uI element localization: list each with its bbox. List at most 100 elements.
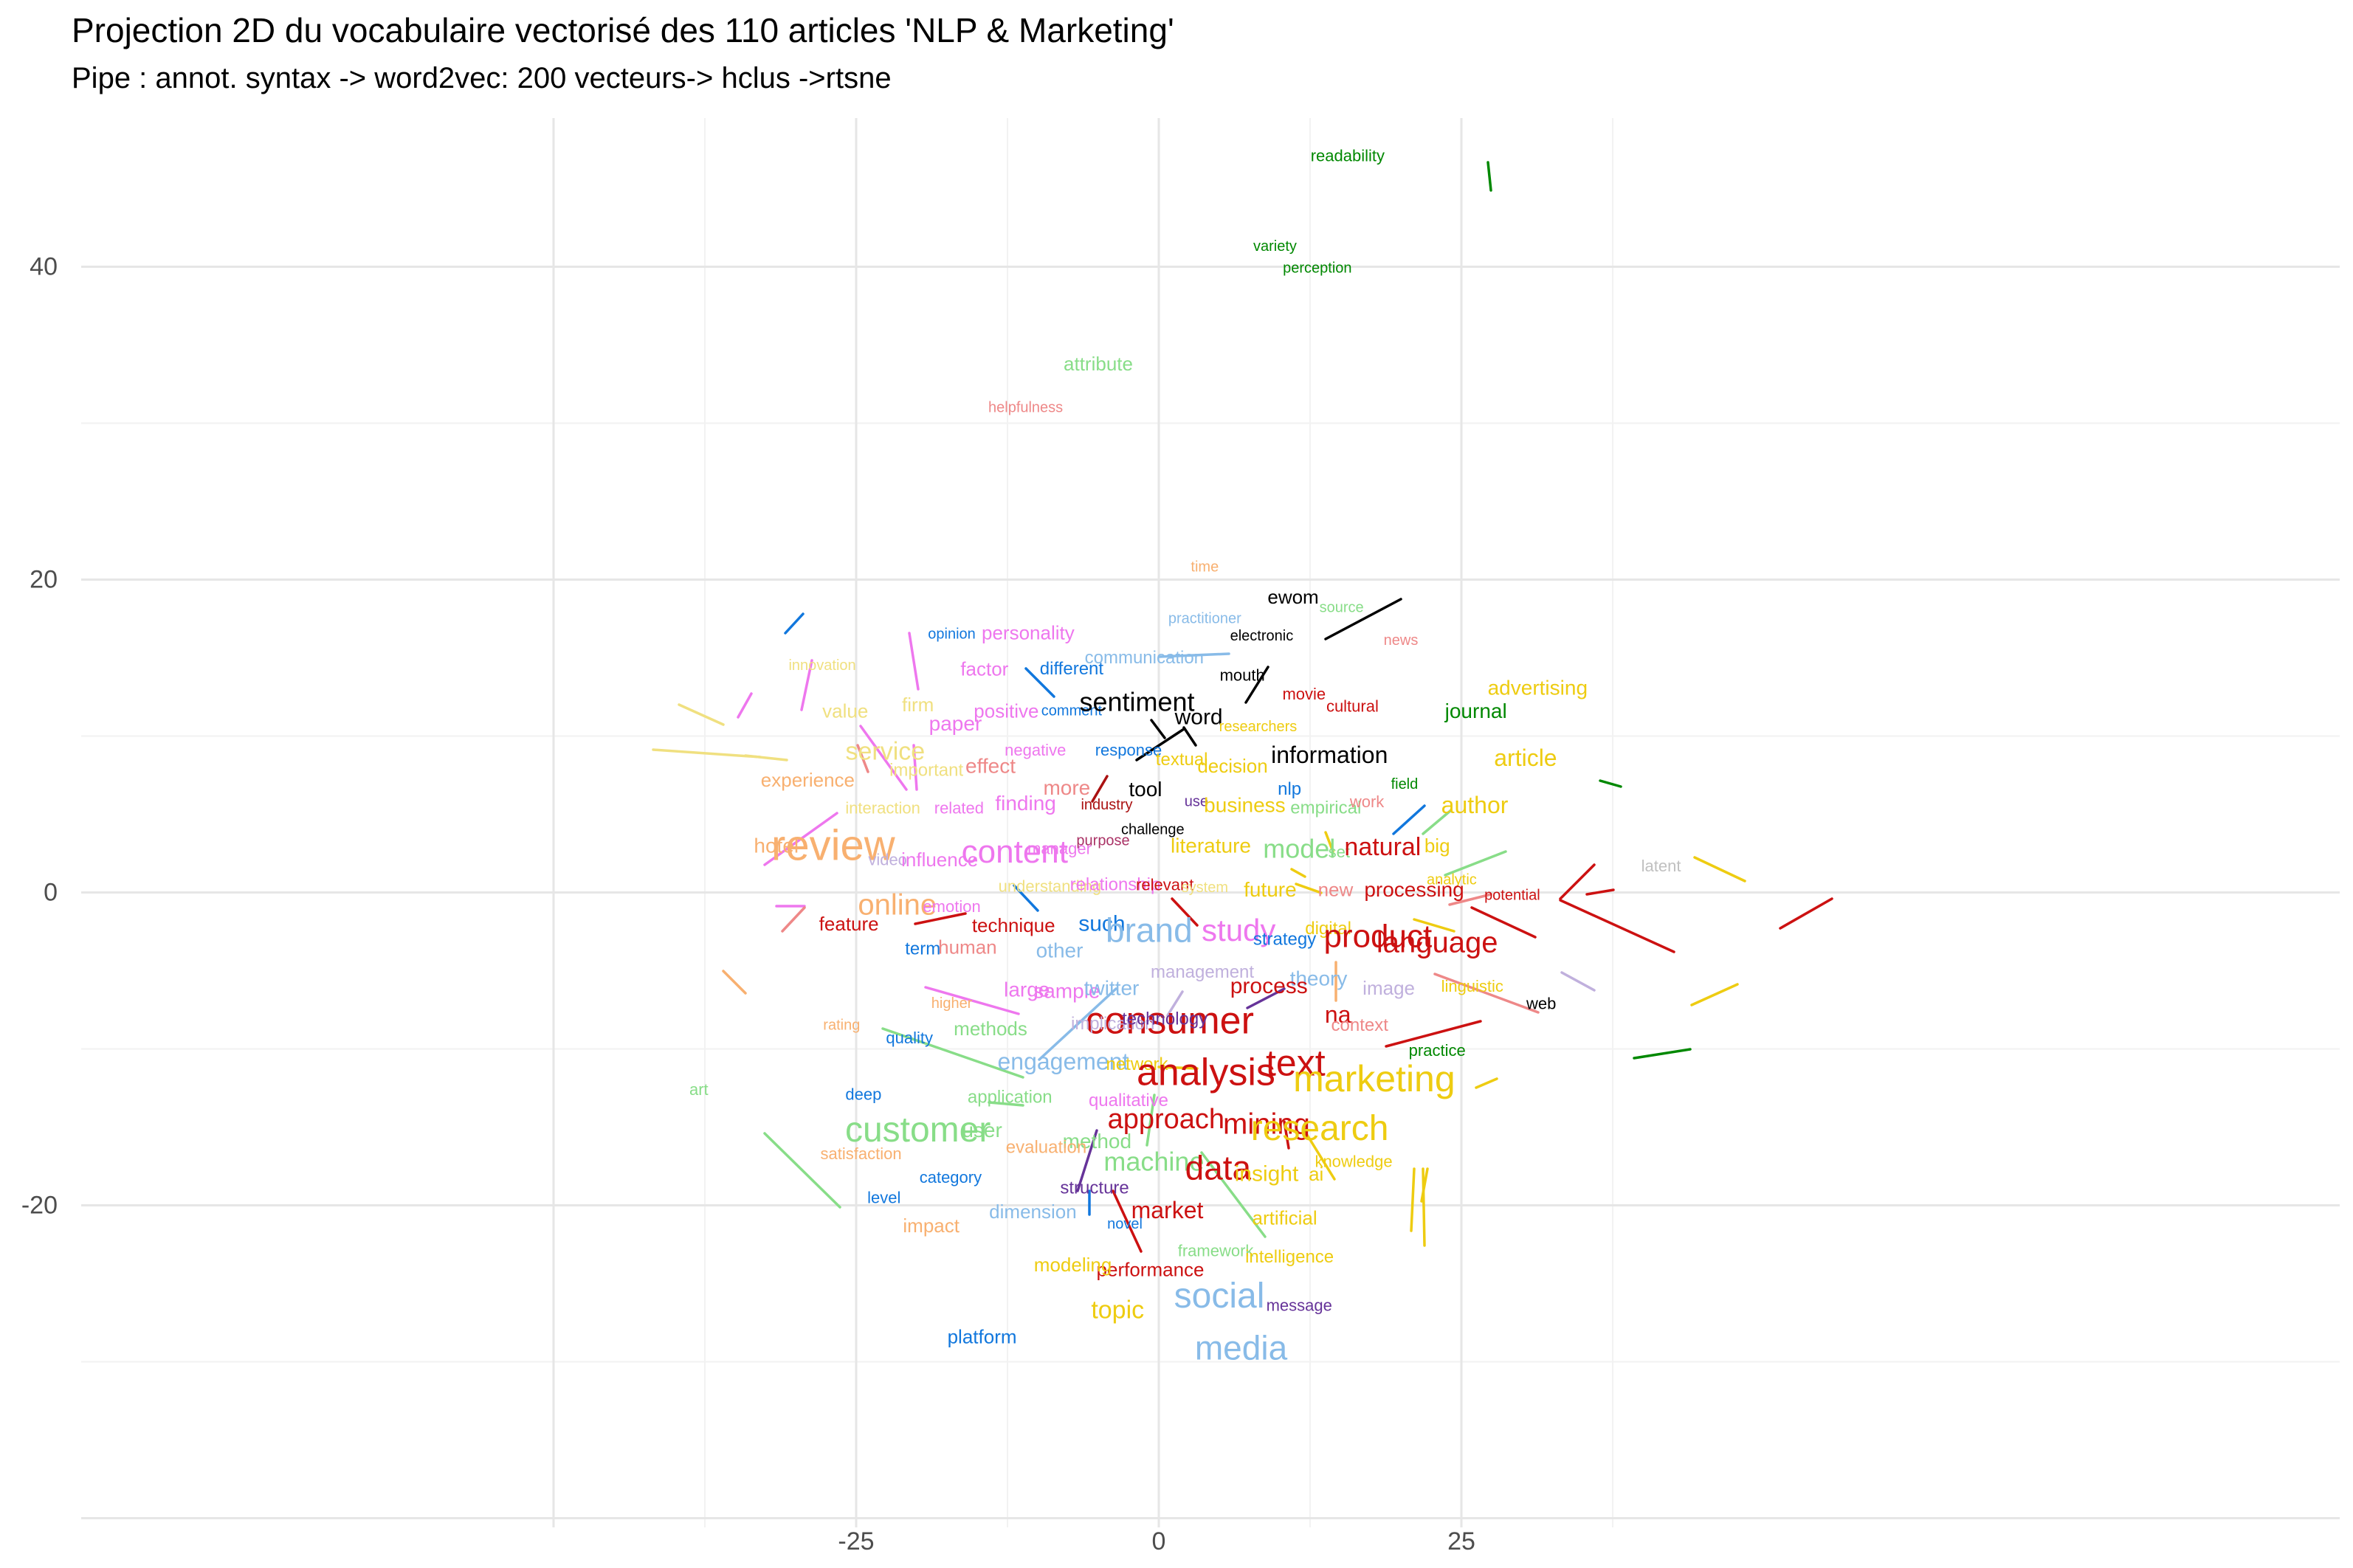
word-label-understanding: understanding [999,877,1101,896]
word-label-effect: effect [965,754,1016,777]
word-label-novel: novel [1107,1216,1143,1232]
word-label-research: research [1251,1109,1389,1148]
word-label-field: field [1391,776,1419,792]
leader-line [1448,893,1492,906]
word-label-ai: ai [1309,1163,1323,1185]
word-label-social: social [1174,1277,1265,1316]
leader-line [1013,884,1039,912]
word-label-system: system [1182,880,1228,896]
word-label-theory: theory [1290,967,1348,990]
word-label-set: set [1329,843,1350,861]
word-label-engagement: engagement [997,1048,1129,1074]
word-label-method: method [1063,1130,1131,1153]
leader-line [1420,1167,1429,1203]
word-label-future: future [1244,878,1297,901]
leader-line [881,1027,1024,1079]
word-label-level: level [867,1188,900,1206]
word-label-cultural: cultural [1326,697,1379,716]
y-tick-label: 0 [44,879,58,907]
word-label-process: process [1230,974,1308,998]
word-label-more: more [1043,776,1090,799]
word-label-twitter: twitter [1084,976,1140,999]
word-label-value: value [822,700,868,722]
word-label-relevant: relevant [1136,875,1193,894]
word-label-industry: industry [1081,797,1132,813]
leader-line [1599,779,1622,788]
leader-line [737,692,753,719]
word-label-technique: technique [972,914,1055,936]
leader-line [1475,1077,1498,1089]
word-label-feature: feature [819,913,879,935]
leader-line [1690,983,1739,1006]
word-label-technology: technology [1122,1009,1207,1029]
word-label-author: author [1441,792,1509,818]
word-label-work: work [1349,792,1385,811]
word-label-practitioner: practitioner [1168,611,1241,627]
leader-line [908,632,920,691]
word-label-challenge: challenge [1121,822,1185,838]
word-label-firm: firm [902,694,934,716]
word-label-image: image [1362,977,1415,999]
leader-line [1182,726,1197,747]
word-label-advertising: advertising [1488,676,1588,699]
leader-line [1091,775,1109,803]
leader-line [1166,990,1184,1017]
word-label-category: category [920,1168,982,1187]
word-label-large: large [1004,978,1050,1001]
word-label-business: business [1204,793,1286,816]
word-label-different: different [1040,659,1104,679]
leader-line [988,1101,1024,1107]
word-label-platform: platform [948,1326,1017,1348]
word-label-strategy: strategy [1253,930,1316,950]
word-label-market: market [1131,1197,1204,1223]
word-label-sentiment: sentiment [1079,686,1194,716]
word-label-review: review [771,821,896,869]
word-label-impact: impact [903,1215,960,1237]
word-label-information: information [1271,742,1388,768]
word-label-variety: variety [1253,238,1297,255]
leader-line [678,703,725,726]
word-label-insight: insight [1235,1162,1299,1187]
word-label-rating: rating [823,1018,860,1034]
word-label-term: term [905,939,940,959]
leader-line [1290,868,1306,878]
word-label-practice: practice [1409,1041,1466,1060]
word-label-text: text [1266,1043,1326,1084]
y-tick-label: -20 [21,1192,58,1220]
leader-line [1413,918,1455,933]
word-label-tool: tool [1129,778,1162,801]
word-label-emotion: emotion [923,897,980,916]
word-label-finding: finding [995,792,1056,815]
leader-line [1559,863,1596,900]
word-label-big: big [1424,835,1450,857]
leader-line [1779,897,1833,930]
y-tick-label: 40 [30,253,58,281]
x-tick-label: 0 [1152,1527,1166,1555]
word-label-word: word [1174,705,1223,730]
leader-line [1444,850,1507,877]
y-tick-label: 20 [30,566,58,594]
word-label-brand: brand [1106,911,1193,949]
word-label-application: application [968,1088,1053,1108]
leader-line [1200,1151,1267,1238]
word-label-consumer: consumer [1086,999,1254,1042]
word-label-higher: higher [931,995,973,1012]
word-label-digital: digital [1305,919,1351,939]
leader-line [1158,652,1230,658]
leader-line [1024,667,1055,698]
leader-line [1324,598,1402,640]
word-label-management: management [1151,962,1254,982]
word-label-other: other [1036,939,1084,961]
grid-layer [81,118,2340,1527]
leader-line [1693,856,1746,883]
word-label-innovation: innovation [788,657,855,674]
word-label-processing: processing [1364,878,1464,901]
word-label-implication: implication [1071,1014,1154,1034]
leader-line [652,748,762,759]
word-label-machine: machine [1103,1147,1204,1177]
leader-line [784,612,805,635]
word-label-news: news [1384,632,1419,649]
word-label-network: network [1106,1054,1168,1074]
word-label-hotel: hotel [754,834,799,857]
word-label-intelligence: intelligence [1245,1247,1334,1267]
